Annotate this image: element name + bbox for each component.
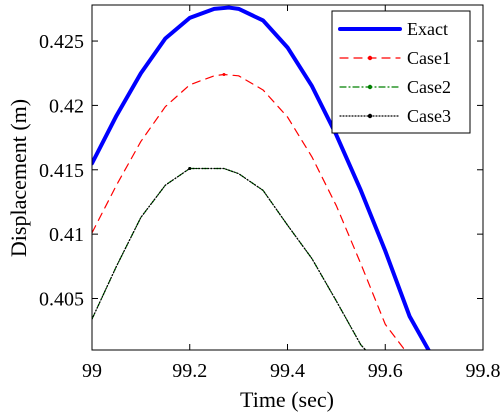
y-tick-label: 0.415 bbox=[39, 160, 84, 182]
legend-case3-label: Case3 bbox=[407, 106, 451, 126]
y-tick-label: 0.42 bbox=[49, 95, 84, 117]
y-tick-label: 0.41 bbox=[49, 224, 84, 246]
y-tick-label: 0.425 bbox=[39, 31, 84, 53]
legend-case1-marker bbox=[367, 55, 373, 61]
x-tick-label: 99.6 bbox=[368, 360, 403, 382]
y-axis: 0.405 0.41 0.415 0.42 0.425 bbox=[39, 31, 483, 311]
series-case3-line bbox=[92, 167, 367, 350]
x-tick-label: 99.2 bbox=[172, 360, 207, 382]
legend-case1-label: Case1 bbox=[407, 48, 451, 68]
legend: Exact Case1 Case2 Case3 bbox=[331, 10, 471, 134]
legend-box bbox=[331, 10, 471, 134]
legend-case2-label: Case2 bbox=[407, 77, 451, 97]
series-layer bbox=[92, 5, 431, 350]
x-axis: 99 99.2 99.4 99.6 99.8 bbox=[82, 5, 500, 382]
x-tick-label: 99 bbox=[82, 360, 102, 382]
y-axis-label: Displacement (m) bbox=[6, 99, 31, 257]
x-tick-label: 99.8 bbox=[466, 360, 500, 382]
legend-items: Exact Case1 Case2 Case3 bbox=[338, 19, 451, 126]
x-axis-label: Time (sec) bbox=[240, 387, 334, 412]
legend-exact-label: Exact bbox=[407, 19, 448, 39]
series-exact-line bbox=[92, 5, 431, 350]
series-case1-marker bbox=[222, 73, 226, 77]
legend-case2-marker bbox=[367, 84, 373, 90]
series-case1-line bbox=[92, 73, 406, 350]
x-tick-label: 99.4 bbox=[270, 360, 305, 382]
series-case3-marker bbox=[188, 166, 192, 170]
legend-case3-marker bbox=[367, 113, 373, 119]
y-tick-label: 0.405 bbox=[39, 289, 84, 311]
